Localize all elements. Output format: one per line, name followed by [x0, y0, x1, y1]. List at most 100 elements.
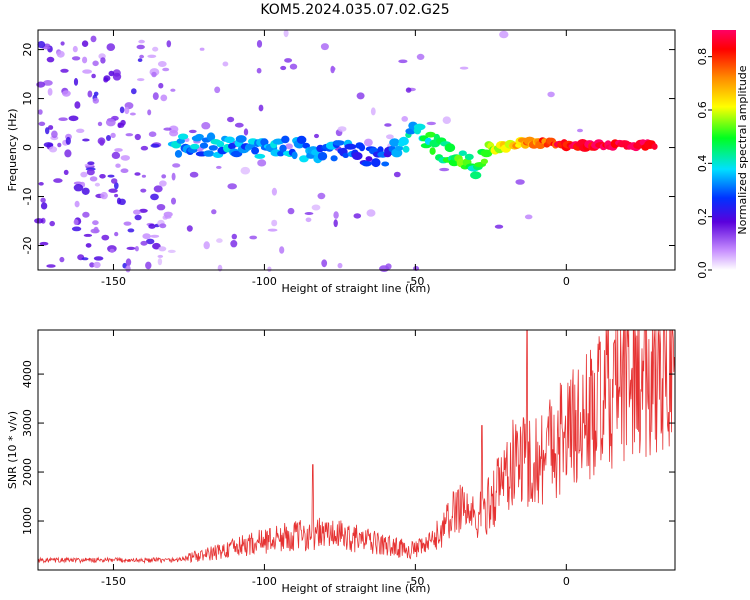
snr-frame — [37, 329, 676, 571]
y-tick-label: -10 — [21, 188, 34, 206]
colorbar-ticks: 0.0 0.2 0.4 0.6 0.8 — [696, 48, 712, 279]
colorbar-tick-label: 0.8 — [696, 48, 709, 66]
noise-blob — [186, 225, 193, 232]
noise-blob — [256, 40, 263, 48]
noise-blob — [97, 121, 103, 127]
signal-blob — [176, 138, 185, 144]
noise-blob — [134, 214, 142, 221]
noise-blob — [86, 168, 95, 176]
noise-blob — [280, 65, 287, 71]
noise-blob — [384, 123, 392, 127]
noise-blob — [152, 242, 161, 250]
noise-blob — [321, 259, 328, 268]
noise-blob — [405, 87, 412, 93]
noise-blob — [159, 180, 167, 187]
noise-blob — [160, 94, 168, 102]
noise-blob — [125, 265, 131, 273]
signal-blob — [302, 142, 311, 149]
snr-marks — [37, 329, 676, 564]
noise-blob — [94, 182, 100, 187]
noise-blob — [211, 209, 217, 215]
noise-blob — [494, 224, 504, 229]
signal-blob — [174, 150, 183, 158]
noise-blob — [353, 213, 362, 219]
signal-blob — [251, 146, 260, 155]
colorbar: 0.0 0.2 0.4 0.6 0.8 Normalized spectral ampl… — [696, 30, 749, 279]
noise-blob — [148, 223, 156, 229]
y-tick-label: 3000 — [21, 409, 34, 437]
noise-blob — [123, 221, 132, 226]
signal-blob — [279, 144, 287, 153]
noise-blob — [131, 88, 137, 95]
noise-blob — [100, 57, 106, 64]
noise-blob — [74, 101, 81, 109]
snr-xlabel: Height of straight line (km) — [281, 582, 430, 595]
signal-blob — [352, 152, 363, 160]
noise-blob — [515, 179, 525, 185]
noise-blob — [333, 219, 338, 228]
noise-blob — [258, 104, 264, 112]
noise-blob — [92, 60, 99, 67]
noise-blob — [330, 66, 336, 71]
noise-blob — [47, 88, 53, 96]
noise-blob — [249, 235, 258, 240]
noise-blob — [426, 121, 436, 126]
noise-blob — [137, 78, 145, 82]
signal-blob — [444, 143, 456, 153]
noise-blob — [216, 238, 223, 243]
signal-blob — [480, 149, 493, 158]
x-tick-label: -150 — [101, 575, 126, 588]
noise-blob — [524, 214, 533, 220]
noise-blob — [56, 50, 65, 58]
noise-blob — [189, 171, 199, 178]
signal-blob — [381, 161, 390, 167]
noise-blob — [134, 172, 141, 176]
noise-blob — [74, 200, 80, 208]
signal-blob — [398, 136, 409, 146]
noise-blob — [171, 197, 176, 205]
noise-blob — [119, 106, 125, 114]
noise-blob — [257, 159, 267, 167]
noise-blob — [157, 61, 167, 67]
noise-blob — [364, 138, 373, 147]
noise-blob — [58, 117, 68, 121]
noise-blob — [124, 106, 130, 115]
noise-blob — [159, 223, 167, 229]
noise-blob — [243, 128, 249, 136]
noise-blob — [80, 171, 88, 178]
noise-blob — [140, 188, 147, 193]
noise-blob — [147, 109, 152, 116]
noise-blob — [386, 134, 394, 140]
noise-blob — [304, 212, 314, 215]
signal-blob — [281, 135, 290, 144]
noise-blob — [126, 246, 136, 250]
noise-blob — [59, 256, 65, 263]
noise-blob — [87, 90, 93, 98]
noise-blob — [106, 43, 116, 51]
noise-blob — [134, 133, 141, 141]
noise-blob — [91, 73, 96, 79]
noise-blob — [90, 35, 97, 43]
noise-blob — [71, 56, 81, 61]
noise-blob — [108, 188, 118, 193]
noise-blob — [547, 91, 555, 98]
noise-blob — [46, 56, 55, 63]
signal-blob — [228, 142, 236, 150]
noise-blob — [127, 228, 135, 233]
noise-blob — [320, 43, 329, 51]
noise-blob — [314, 133, 319, 139]
colorbar-tick-label: 0.2 — [696, 208, 709, 226]
noise-blob — [71, 226, 82, 232]
x-tick-label: -50 — [406, 575, 424, 588]
noise-blob — [45, 127, 50, 135]
signal-blob — [254, 153, 266, 159]
spectrogram-xlabel: Height of straight line (km) — [281, 282, 430, 295]
x-tick-label: 0 — [563, 575, 570, 588]
noise-blob — [285, 143, 293, 150]
noise-blob — [65, 136, 71, 145]
noise-blob — [138, 39, 145, 44]
signal-blob — [429, 147, 436, 155]
noise-blob — [51, 130, 58, 139]
noise-blob — [267, 266, 272, 272]
signal-blob — [464, 153, 474, 161]
